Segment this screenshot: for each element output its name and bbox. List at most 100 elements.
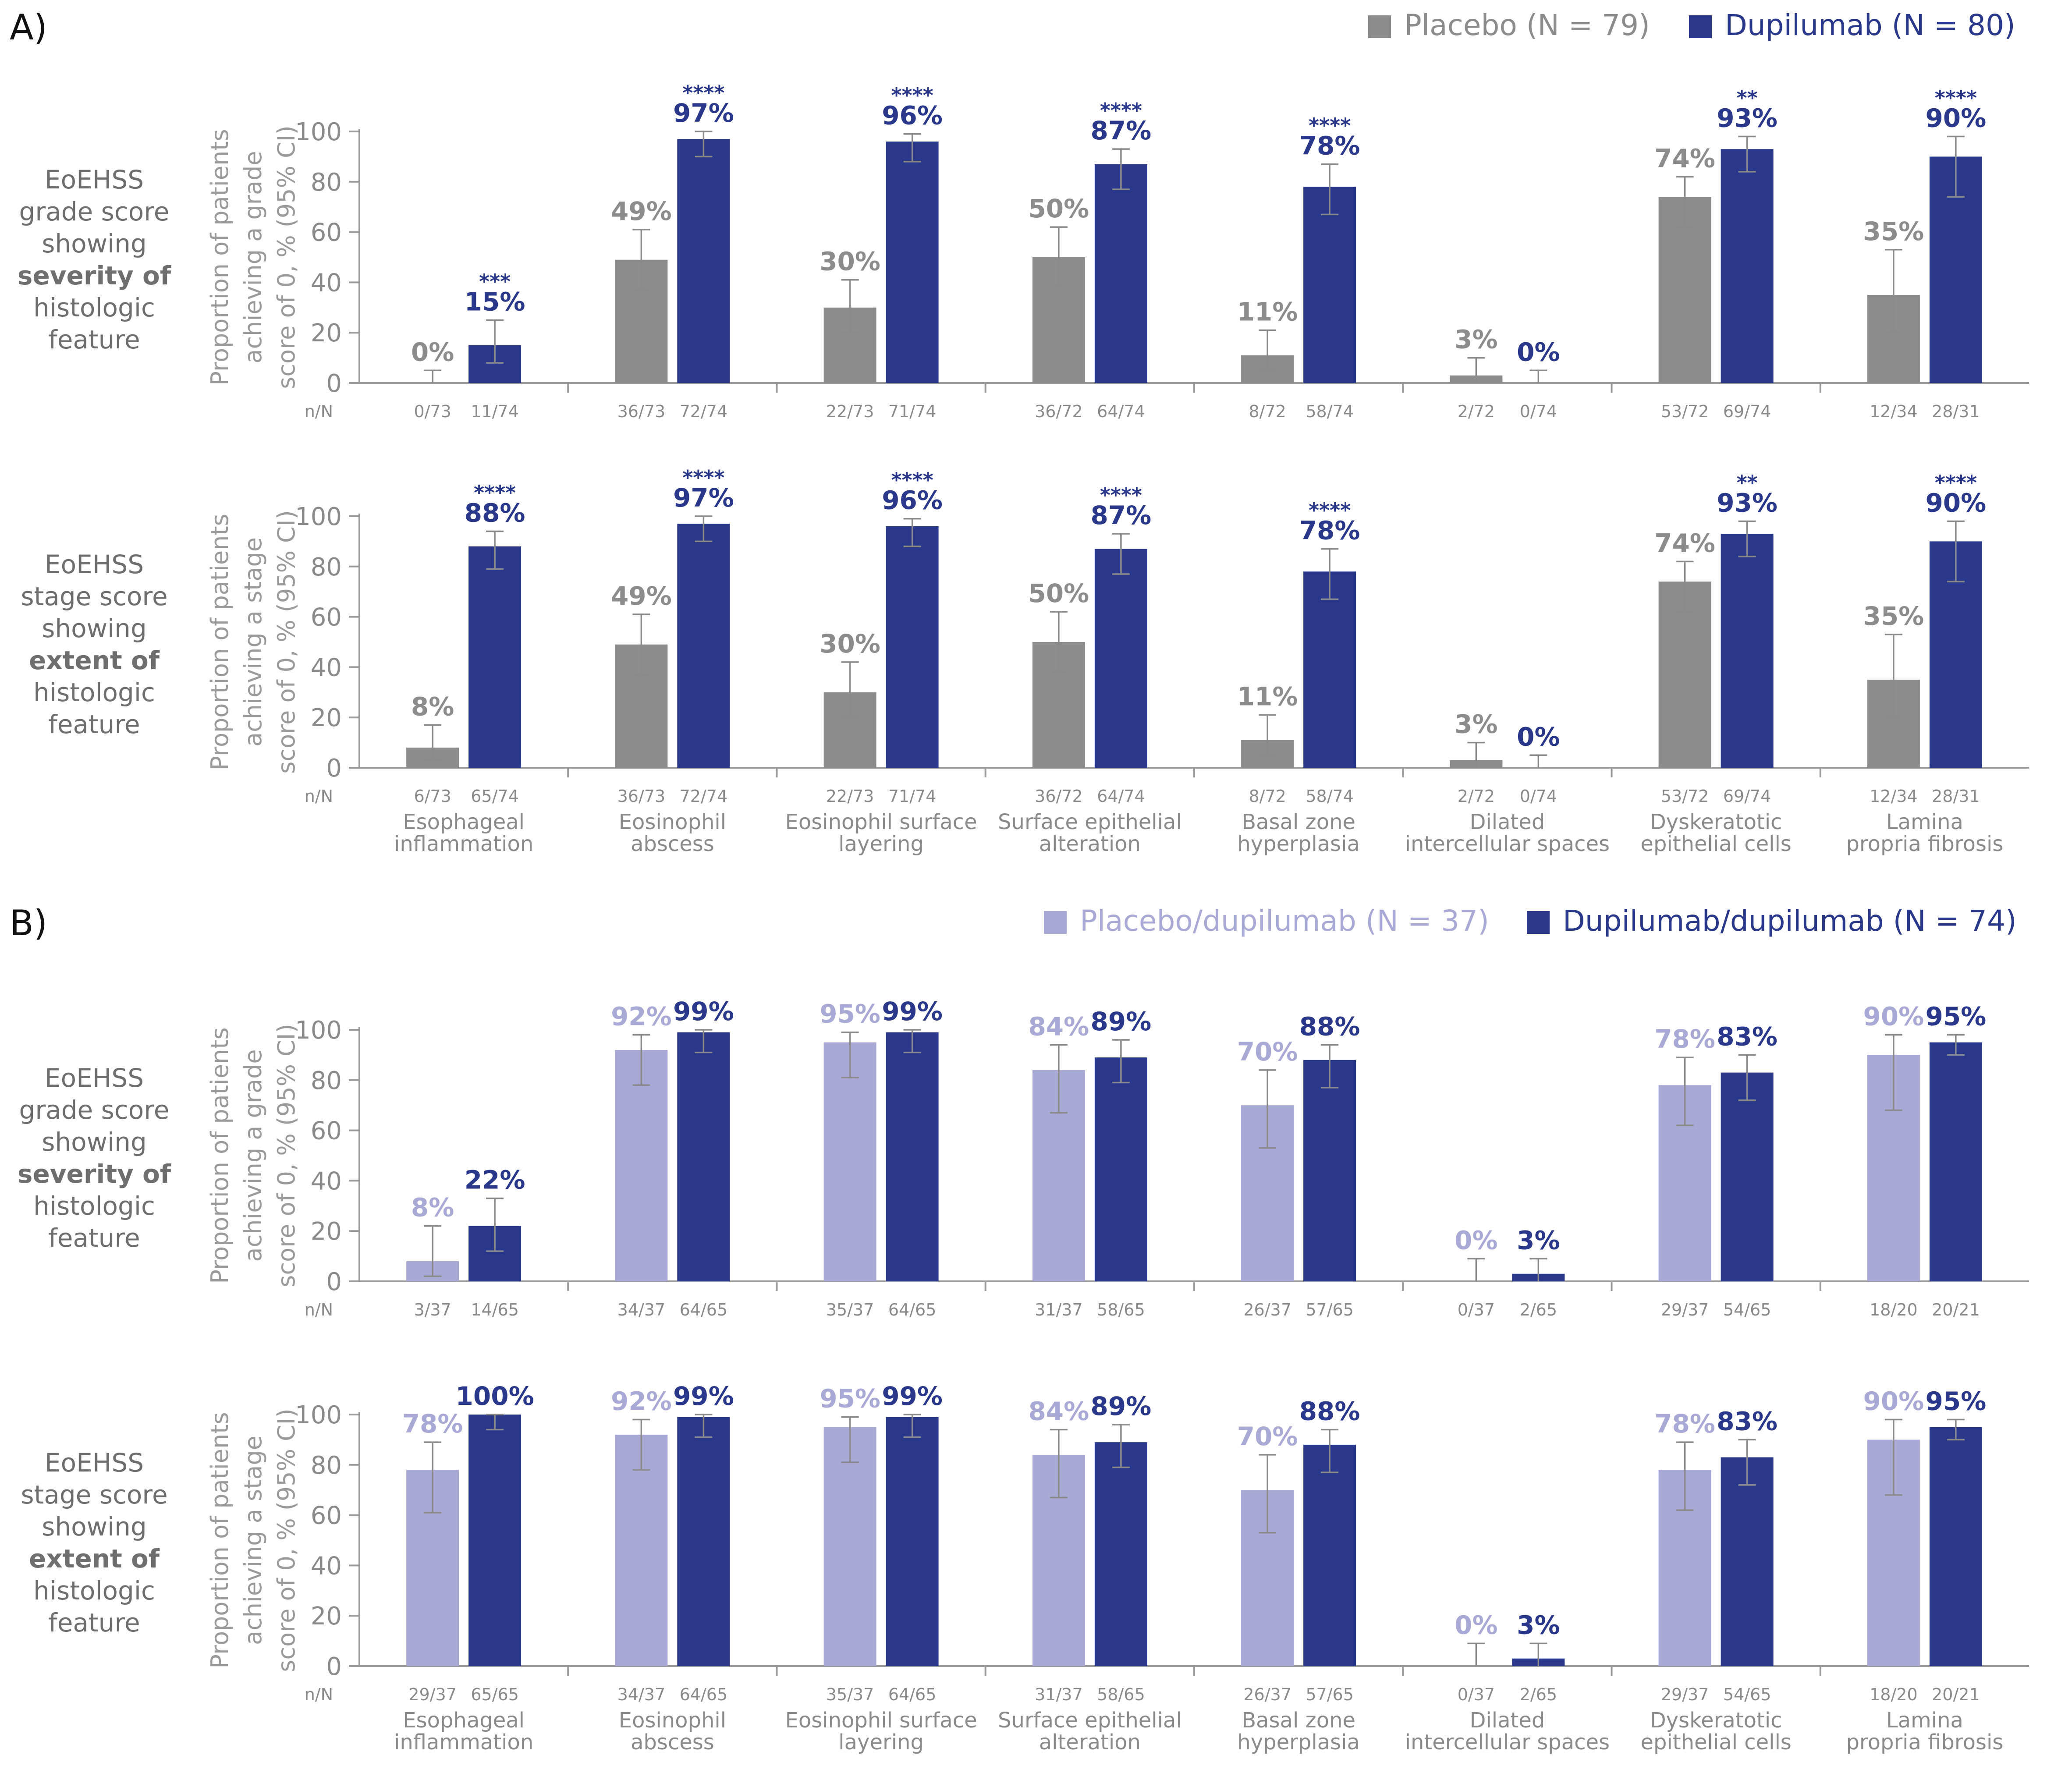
row-label-line: histologic xyxy=(33,1576,155,1606)
nn-label: n/N xyxy=(305,787,333,806)
legend-label: Placebo/dupilumab (N = 37) xyxy=(1080,904,1489,938)
category-label: Dilated xyxy=(1469,810,1545,834)
nn-value: 8/72 xyxy=(1249,402,1286,421)
data-label: 78% xyxy=(402,1409,463,1439)
nn-value: 57/65 xyxy=(1306,1685,1354,1704)
nn-value: 11/74 xyxy=(471,402,519,421)
category-label: Dyskeratotic xyxy=(1650,810,1782,834)
y-tick-label: 0 xyxy=(326,754,342,783)
data-label: 0% xyxy=(1517,337,1560,367)
data-label: 49% xyxy=(611,196,672,226)
legend-label: Dupilumab (N = 80) xyxy=(1725,8,2015,42)
y-axis-label: Proportion of patients xyxy=(206,514,234,770)
nn-label: n/N xyxy=(305,1300,333,1319)
data-label: 93% xyxy=(1717,103,1778,133)
category-label: Eosinophil surface xyxy=(785,810,977,834)
nn-value: 0/74 xyxy=(1520,402,1557,421)
nn-value: 0/37 xyxy=(1458,1685,1495,1704)
bar xyxy=(1094,549,1147,768)
nn-value: 71/74 xyxy=(888,787,937,806)
data-label: 30% xyxy=(820,247,880,277)
category-label: inflammation xyxy=(394,832,533,856)
legend-swatch xyxy=(1527,911,1550,934)
bar xyxy=(1303,1060,1356,1281)
category-label: Eosinophil xyxy=(619,810,726,834)
data-label: 8% xyxy=(411,691,454,721)
row-label-line: stage score xyxy=(21,582,167,611)
data-label: 50% xyxy=(1028,194,1089,223)
nn-value: 26/37 xyxy=(1243,1300,1291,1319)
category-label: intercellular spaces xyxy=(1405,832,1610,856)
nn-value: 53/72 xyxy=(1661,402,1709,421)
y-tick-label: 20 xyxy=(311,704,342,732)
row-label-line: stage score xyxy=(21,1480,167,1510)
significance-stars: **** xyxy=(1935,471,1977,494)
category-label: Dyskeratotic xyxy=(1650,1708,1782,1733)
y-axis-label: achieving a grade xyxy=(239,1049,267,1262)
nn-value: 36/72 xyxy=(1035,402,1083,421)
nn-value: 65/74 xyxy=(471,787,519,806)
y-tick-label: 20 xyxy=(311,1217,342,1246)
row-label-line: severity of xyxy=(18,261,171,291)
data-label: 70% xyxy=(1237,1422,1298,1451)
data-label: 99% xyxy=(673,996,734,1026)
category-label: epithelial cells xyxy=(1640,832,1791,856)
data-label: 0% xyxy=(411,337,454,367)
bar xyxy=(677,1032,730,1281)
bar xyxy=(1658,197,1711,383)
row-label-line: grade score xyxy=(19,197,170,227)
nn-value: 6/73 xyxy=(414,787,451,806)
data-label: 78% xyxy=(1654,1409,1715,1439)
legend: Placebo/dupilumab (N = 37) Dupilumab/dupi… xyxy=(1044,904,2017,938)
bar xyxy=(677,139,730,383)
bar xyxy=(1303,1444,1356,1666)
data-label: 78% xyxy=(1654,1024,1715,1054)
significance-stars: *** xyxy=(479,270,511,294)
y-axis-label: achieving a stage xyxy=(239,1436,267,1645)
nn-value: 31/37 xyxy=(1035,1300,1083,1319)
nn-value: 64/65 xyxy=(680,1300,728,1319)
data-label: 49% xyxy=(611,581,672,611)
nn-value: 72/74 xyxy=(680,787,728,806)
category-label: abscess xyxy=(631,1730,714,1755)
row-label-line: feature xyxy=(48,1223,140,1253)
category-label: layering xyxy=(838,1730,924,1755)
category-label: Dilated xyxy=(1469,1708,1545,1733)
category-label: Basal zone xyxy=(1242,1708,1355,1733)
data-label: 3% xyxy=(1455,709,1497,739)
data-label: 87% xyxy=(1090,500,1151,530)
category-label: intercellular spaces xyxy=(1405,1730,1610,1755)
significance-stars: **** xyxy=(682,81,724,105)
nn-value: 64/65 xyxy=(888,1300,937,1319)
nn-value: 18/20 xyxy=(1870,1685,1918,1704)
data-label: 87% xyxy=(1090,116,1151,145)
data-label: 95% xyxy=(820,1384,880,1414)
significance-stars: **** xyxy=(891,468,933,492)
nn-value: 29/37 xyxy=(1661,1300,1709,1319)
nn-value: 12/34 xyxy=(1870,402,1918,421)
y-tick-label: 0 xyxy=(326,369,342,398)
bar xyxy=(1721,1072,1774,1281)
category-label: Lamina xyxy=(1886,810,1963,834)
category-label: hyperplasia xyxy=(1237,1730,1360,1755)
bar xyxy=(886,526,939,768)
nn-value: 58/74 xyxy=(1306,402,1354,421)
nn-value: 69/74 xyxy=(1723,402,1771,421)
data-label: 22% xyxy=(465,1165,525,1195)
nn-value: 3/37 xyxy=(414,1300,451,1319)
y-axis-label: score of 0, % (95% CI) xyxy=(273,125,300,389)
nn-value: 8/72 xyxy=(1249,787,1286,806)
data-label: 96% xyxy=(882,486,943,515)
y-tick-label: 80 xyxy=(311,1451,342,1480)
row-label-line: feature xyxy=(48,325,140,355)
significance-stars: **** xyxy=(474,481,516,504)
y-tick-label: 0 xyxy=(326,1268,342,1296)
data-label: 95% xyxy=(820,999,880,1029)
bar xyxy=(1658,582,1711,768)
y-tick-label: 40 xyxy=(311,1552,342,1580)
bar xyxy=(1929,1042,1982,1281)
row-label-line: severity of xyxy=(18,1159,171,1189)
